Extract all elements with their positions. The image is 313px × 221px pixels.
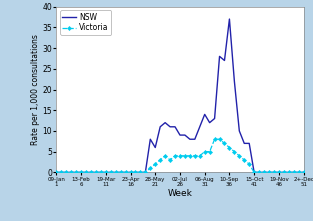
NSW	[129, 171, 132, 174]
Victoria	[109, 171, 113, 174]
NSW	[134, 171, 137, 174]
Line: NSW: NSW	[56, 19, 304, 172]
Victoria	[297, 171, 300, 174]
Victoria	[213, 138, 217, 141]
Victoria	[134, 171, 137, 174]
Line: Victoria: Victoria	[55, 138, 305, 174]
NSW	[109, 171, 113, 174]
Victoria	[129, 171, 132, 174]
NSW	[238, 130, 241, 132]
NSW	[218, 55, 221, 58]
Y-axis label: Rate per 1,000 consultations: Rate per 1,000 consultations	[31, 34, 40, 145]
NSW	[302, 171, 305, 174]
Victoria	[54, 171, 58, 174]
NSW	[297, 171, 300, 174]
Victoria	[302, 171, 305, 174]
NSW	[54, 171, 58, 174]
Victoria	[238, 154, 241, 157]
Legend: NSW, Victoria: NSW, Victoria	[60, 10, 111, 34]
Victoria	[223, 142, 226, 145]
X-axis label: Week: Week	[167, 189, 192, 198]
NSW	[228, 18, 231, 20]
